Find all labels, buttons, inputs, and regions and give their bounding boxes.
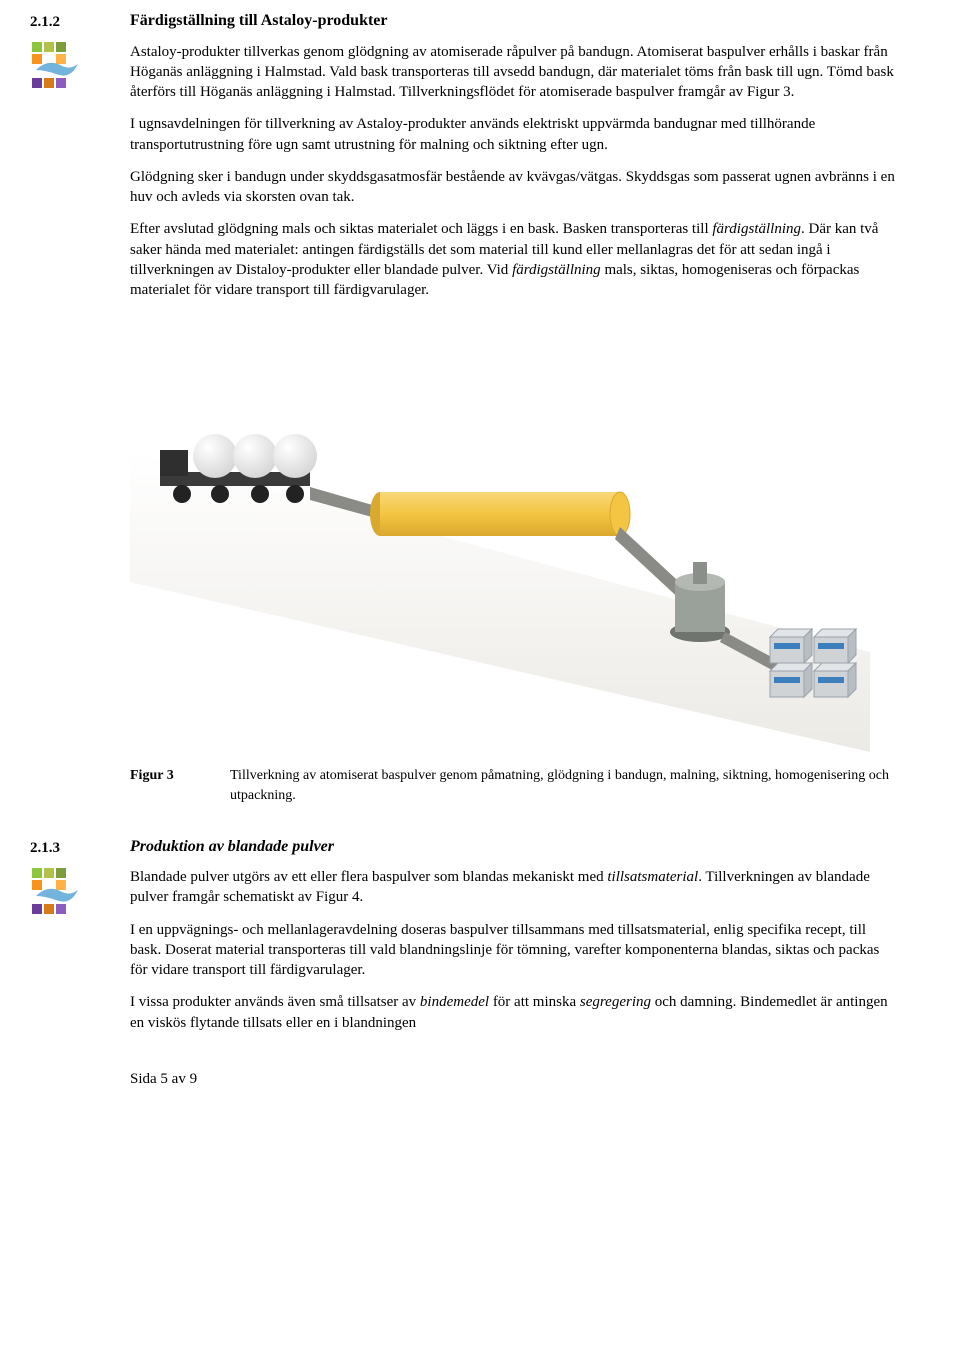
body-paragraph: Efter avslutad glödgning mals och siktas… bbox=[130, 219, 900, 300]
body-paragraph: Blandade pulver utgörs av ett eller fler… bbox=[130, 867, 900, 908]
section-number: 2.1.2 bbox=[30, 12, 130, 32]
body-paragraph: Glödgning sker i bandugn under skyddsgas… bbox=[130, 167, 900, 208]
italic-term: tillsatsmaterial bbox=[607, 869, 698, 885]
italic-term: segregering bbox=[580, 994, 651, 1010]
text-run: I vissa produkter används även små tills… bbox=[130, 994, 420, 1010]
section-heading: Produktion av blandade pulver bbox=[130, 836, 900, 858]
italic-term: färdigställning bbox=[512, 262, 601, 278]
text-run: för att minska bbox=[489, 994, 580, 1010]
body-paragraph: I ugnsavdelningen för tillverkning av As… bbox=[130, 114, 900, 155]
italic-term: bindemedel bbox=[420, 994, 489, 1010]
section-heading: Färdigställning till Astaloy-produkter bbox=[130, 10, 900, 32]
section-logo bbox=[30, 866, 86, 922]
section-number: 2.1.3 bbox=[30, 838, 130, 858]
section-logo bbox=[30, 40, 86, 96]
body-paragraph: Astaloy-produkter tillverkas genom glödg… bbox=[130, 42, 900, 103]
figure-label: Figur 3 bbox=[130, 766, 230, 805]
body-paragraph: I en uppvägnings- och mellanlageravdelni… bbox=[130, 920, 900, 981]
figure-caption-text: Tillverkning av atomiserat baspulver gen… bbox=[230, 766, 900, 805]
body-paragraph: I vissa produkter används även små tills… bbox=[130, 992, 900, 1033]
italic-term: färdigställning bbox=[712, 221, 801, 237]
text-run: Efter avslutad glödgning mals och siktas… bbox=[130, 221, 712, 237]
text-run: Blandade pulver utgörs av ett eller fler… bbox=[130, 869, 607, 885]
page-number: Sida 5 av 9 bbox=[130, 1069, 900, 1089]
figure-diagram bbox=[130, 332, 870, 752]
